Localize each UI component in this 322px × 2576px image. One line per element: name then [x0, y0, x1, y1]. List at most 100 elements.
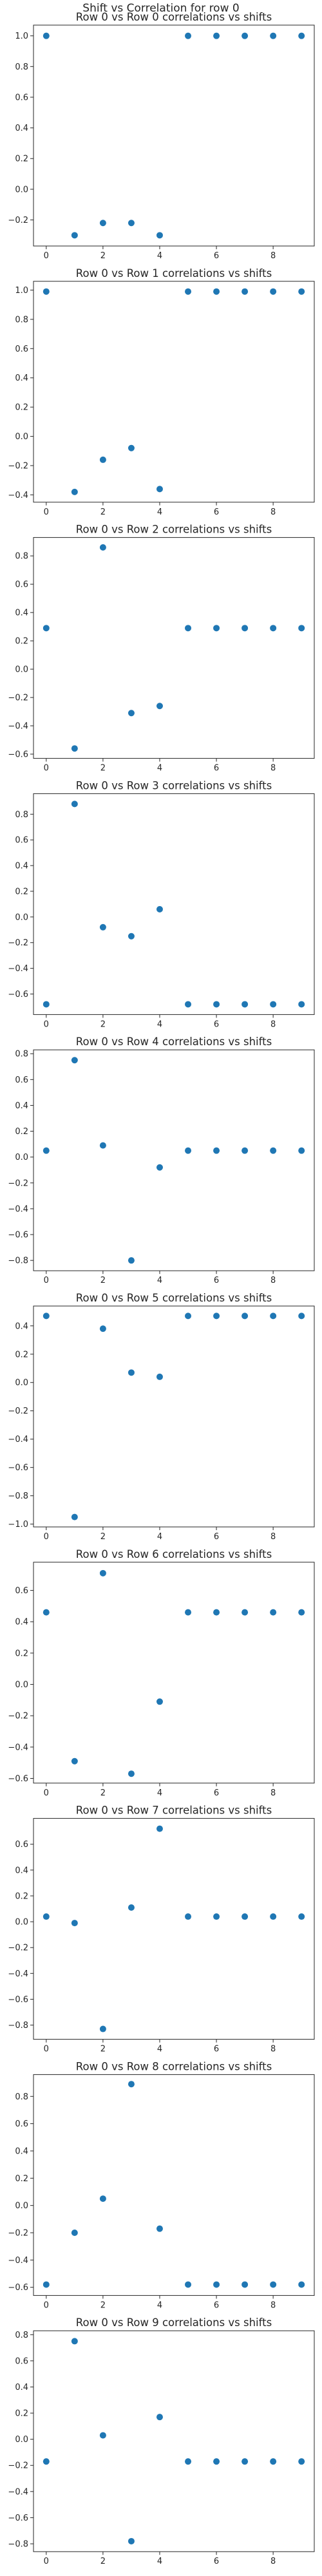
y-tick-label: −0.6 [8, 2514, 28, 2523]
subplot-title: Row 0 vs Row 4 correlations vs shifts [76, 1036, 272, 1048]
data-point [99, 1569, 106, 1577]
x-tick-label: 0 [44, 1276, 49, 1285]
data-point [99, 2432, 106, 2439]
y-tick-label: 0.0 [15, 665, 28, 675]
x-tick-label: 0 [44, 251, 49, 261]
data-point [298, 1312, 305, 1320]
data-point [185, 1913, 192, 1920]
data-point [242, 1312, 249, 1320]
y-tick-label: −0.2 [8, 2229, 28, 2239]
data-point [298, 288, 305, 295]
x-tick-label: 2 [100, 507, 106, 517]
x-tick-label: 0 [44, 1532, 49, 1542]
y-tick-label: 0.8 [15, 552, 28, 562]
x-tick-label: 0 [44, 507, 49, 517]
x-tick-label: 8 [270, 251, 276, 261]
data-point [71, 1757, 78, 1765]
y-tick-label: −0.2 [8, 2461, 28, 2471]
data-point [185, 2458, 192, 2465]
data-point [156, 1825, 163, 1832]
data-point [43, 1001, 50, 1008]
data-point [185, 625, 192, 632]
x-tick-label: 0 [44, 2300, 49, 2310]
subplot-3: Row 0 vs Row 3 correlations vs shifts 0 2 4… [8, 779, 315, 1029]
axes-frame [33, 1305, 315, 1528]
subplot-0: Row 0 vs Row 0 correlations vs shifts 0 2 4… [8, 11, 315, 261]
y-tick-label: 0.0 [15, 1918, 28, 1927]
data-point [156, 232, 163, 239]
data-point [213, 2458, 220, 2465]
y-tick-label: 0.0 [15, 185, 28, 194]
subplot-title: Row 0 vs Row 5 correlations vs shifts [76, 1292, 272, 1304]
y-tick-label: 0.6 [15, 580, 28, 590]
data-point [43, 2281, 50, 2288]
data-point [156, 1698, 163, 1705]
y-tick-label: −0.2 [8, 462, 28, 471]
x-tick-label: 4 [157, 2557, 162, 2566]
y-tick-label: −0.2 [8, 1712, 28, 1721]
data-point [270, 625, 277, 632]
y-tick-label: 0.4 [15, 609, 28, 618]
data-point [71, 488, 78, 495]
x-tick-label: 2 [100, 251, 106, 261]
y-tick-label: 0.4 [15, 1101, 28, 1111]
y-tick-label: −0.8 [8, 1492, 28, 1501]
data-point [298, 2281, 305, 2288]
data-point [128, 1257, 135, 1264]
data-point [128, 933, 135, 940]
y-tick-label: −0.4 [8, 2487, 28, 2497]
data-point [128, 1904, 135, 1911]
x-tick-label: 6 [214, 764, 219, 773]
y-tick-label: 0.0 [15, 913, 28, 922]
y-tick-label: 0.4 [15, 1866, 28, 1875]
data-point [298, 1913, 305, 1920]
data-point [71, 1920, 78, 1927]
data-point [71, 232, 78, 239]
y-tick-label: 0.6 [15, 836, 28, 846]
y-tick-label: 0.0 [15, 2201, 28, 2211]
data-point [99, 544, 106, 551]
data-point [270, 2281, 277, 2288]
data-point [213, 288, 220, 295]
data-point [99, 456, 106, 463]
axes-frame [33, 2074, 315, 2296]
data-point [156, 2414, 163, 2421]
y-tick-label: 0.2 [15, 2409, 28, 2419]
data-point [185, 1312, 192, 1320]
x-tick-label: 2 [100, 1276, 106, 1285]
x-tick-label: 0 [44, 2557, 49, 2566]
data-point [128, 1770, 135, 1777]
y-tick-label: 0.8 [15, 2331, 28, 2340]
y-tick-label: −1.0 [8, 1520, 28, 1530]
data-point [185, 2281, 192, 2288]
y-tick-label: 0.0 [15, 2435, 28, 2445]
y-tick-label: −0.4 [8, 1204, 28, 1214]
y-tick-label: 0.0 [15, 432, 28, 442]
data-point [270, 1312, 277, 1320]
data-point [128, 2081, 135, 2088]
y-tick-label: 0.2 [15, 2174, 28, 2184]
y-tick-label: −0.8 [8, 2021, 28, 2031]
x-tick-label: 4 [157, 251, 162, 261]
y-tick-label: −0.4 [8, 491, 28, 500]
x-tick-label: 2 [100, 2045, 106, 2054]
x-tick-label: 6 [214, 2557, 219, 2566]
y-tick-label: 0.0 [15, 1378, 28, 1388]
x-tick-label: 6 [214, 1276, 219, 1285]
data-point [99, 220, 106, 227]
subplot-title: Row 0 vs Row 8 correlations vs shifts [76, 2060, 272, 2072]
data-point [99, 1325, 106, 1332]
x-tick-label: 6 [214, 251, 219, 261]
y-tick-label: 0.2 [15, 403, 28, 413]
data-point [128, 1369, 135, 1376]
y-tick-label: −0.4 [8, 2256, 28, 2266]
y-tick-label: −0.4 [8, 722, 28, 732]
data-point [71, 1513, 78, 1520]
y-tick-label: 0.4 [15, 2383, 28, 2392]
y-tick-label: 0.2 [15, 1649, 28, 1658]
x-tick-label: 4 [157, 2045, 162, 2054]
data-point [128, 2537, 135, 2544]
data-point [185, 288, 192, 295]
data-point [71, 745, 78, 752]
y-tick-label: −0.6 [8, 990, 28, 999]
